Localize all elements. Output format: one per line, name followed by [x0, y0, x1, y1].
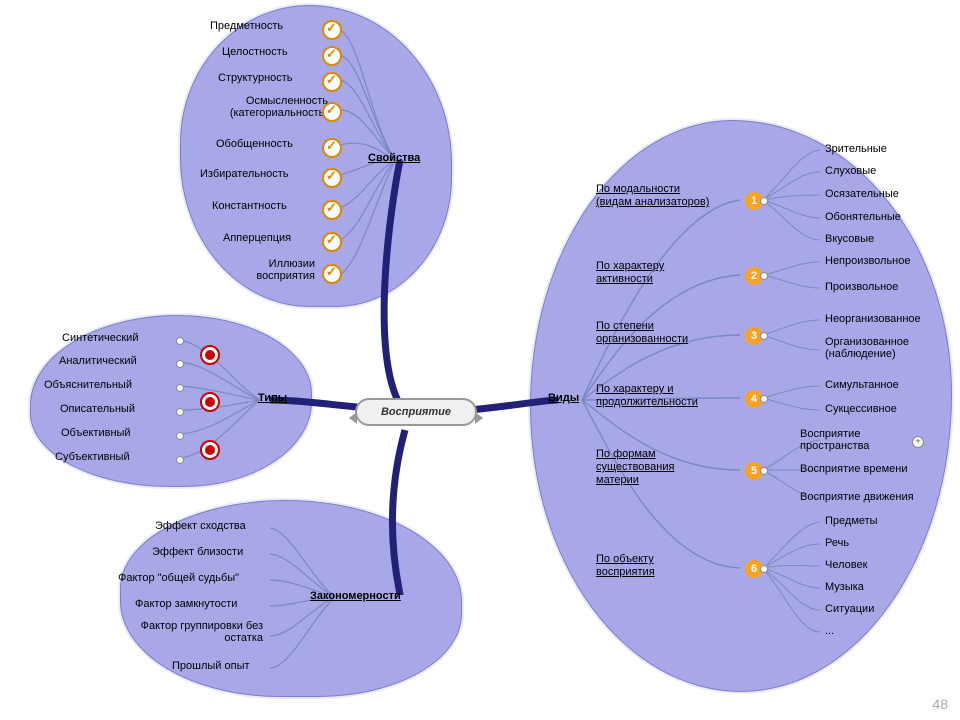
node-dot: [176, 384, 184, 392]
svoystva-item-4: Обобщенность: [216, 138, 293, 150]
check-icon: [322, 200, 342, 220]
zakon-item-5: Прошлый опыт: [172, 660, 250, 672]
vidy-g4-label: По характеру ипродолжительности: [596, 383, 746, 409]
svoystva-item-5: Избирательность: [200, 168, 289, 180]
node-dot: [176, 432, 184, 440]
vidy-g1-i1: Слуховые: [825, 165, 876, 177]
node-dot: [760, 395, 768, 403]
vidy-g6-i2: Человек: [825, 559, 867, 571]
vidy-g6-label: По объектувосприятия: [596, 553, 736, 579]
vidy-g1-i0: Зрительные: [825, 143, 887, 155]
node-dot: [760, 332, 768, 340]
vidy-g4-i0: Симультанное: [825, 379, 899, 391]
zakon-item-0: Эффект сходства: [155, 520, 246, 532]
vidy-g2-i1: Произвольное: [825, 281, 898, 293]
check-icon: [322, 168, 342, 188]
branch-svoystva[interactable]: Свойства: [368, 152, 420, 164]
tipy-item-3: Описательный: [60, 403, 135, 415]
check-icon: [322, 102, 342, 122]
node-dot: [760, 565, 768, 573]
vidy-g6-i5: ...: [825, 625, 834, 637]
zakon-item-1: Эффект близости: [152, 546, 243, 558]
central-node[interactable]: Восприятие: [355, 398, 477, 426]
tipy-item-4: Объективный: [61, 427, 131, 439]
branch-zakon[interactable]: Закономерности: [310, 590, 401, 602]
svoystva-item-2: Структурность: [218, 72, 293, 84]
node-dot: [176, 408, 184, 416]
svoystva-item-1: Целостность: [222, 46, 288, 58]
check-icon: [322, 72, 342, 92]
node-dot: [760, 197, 768, 205]
zakon-item-2: Фактор "общей судьбы": [118, 572, 239, 584]
branch-tipy[interactable]: Типы: [258, 392, 287, 404]
check-icon: [322, 232, 342, 252]
vidy-g3-i0: Неорганизованное: [825, 313, 921, 325]
bullet-icon: [200, 440, 220, 460]
node-dot: [760, 467, 768, 475]
vidy-g3-label: По степениорганизованности: [596, 320, 736, 346]
tipy-item-5: Субъективный: [55, 451, 130, 463]
bullet-icon: [200, 392, 220, 412]
svoystva-item-8: Иллюзии восприятия: [225, 258, 315, 282]
svoystva-item-7: Апперцепция: [223, 232, 291, 244]
tipy-item-0: Синтетический: [62, 332, 138, 344]
vidy-g2-i0: Непроизвольное: [825, 255, 911, 267]
check-icon: [322, 46, 342, 66]
check-icon: [322, 20, 342, 40]
page-number: 48: [932, 696, 948, 712]
vidy-g4-i1: Сукцессивное: [825, 403, 897, 415]
mindmap-stage: Восприятие Свойства Предметность Целостн…: [0, 0, 960, 720]
central-label: Восприятие: [381, 406, 451, 418]
check-icon: [322, 138, 342, 158]
vidy-g3-i1: Организованное (наблюдение): [825, 336, 945, 360]
vidy-g5-i1: Восприятие времени: [800, 463, 907, 475]
check-icon: [322, 264, 342, 284]
tipy-item-1: Аналитический: [59, 355, 137, 367]
zakon-item-3: Фактор замкнутости: [135, 598, 237, 610]
vidy-g6-i1: Речь: [825, 537, 849, 549]
node-dot: [760, 272, 768, 280]
expand-icon[interactable]: +: [912, 436, 924, 448]
vidy-g5-i2: Восприятие движения: [800, 491, 914, 503]
svoystva-item-6: Константность: [212, 200, 287, 212]
vidy-g6-i0: Предметы: [825, 515, 878, 527]
svoystva-item-0: Предметность: [210, 20, 283, 32]
zakon-item-4: Фактор группировки без остатка: [128, 620, 263, 644]
node-dot: [176, 360, 184, 368]
branch-vidy[interactable]: Виды: [548, 392, 579, 404]
vidy-g2-label: По характеруактивности: [596, 260, 736, 286]
vidy-g6-i3: Музыка: [825, 581, 864, 593]
vidy-g1-i2: Осязательные: [825, 188, 899, 200]
vidy-g5-label: По формамсуществованияматерии: [596, 448, 736, 487]
vidy-g6-i4: Ситуации: [825, 603, 874, 615]
svoystva-item-3: Осмысленность (категориальность): [188, 95, 328, 119]
bullet-icon: [200, 345, 220, 365]
tipy-item-2: Объяснительный: [44, 379, 132, 391]
vidy-g1-label: По модальности(видам анализаторов): [596, 183, 741, 209]
vidy-g1-i3: Обонятельные: [825, 211, 901, 223]
vidy-g1-i4: Вкусовые: [825, 233, 874, 245]
vidy-g5-i0: Восприятие пространства: [800, 428, 910, 452]
node-dot: [176, 337, 184, 345]
node-dot: [176, 456, 184, 464]
